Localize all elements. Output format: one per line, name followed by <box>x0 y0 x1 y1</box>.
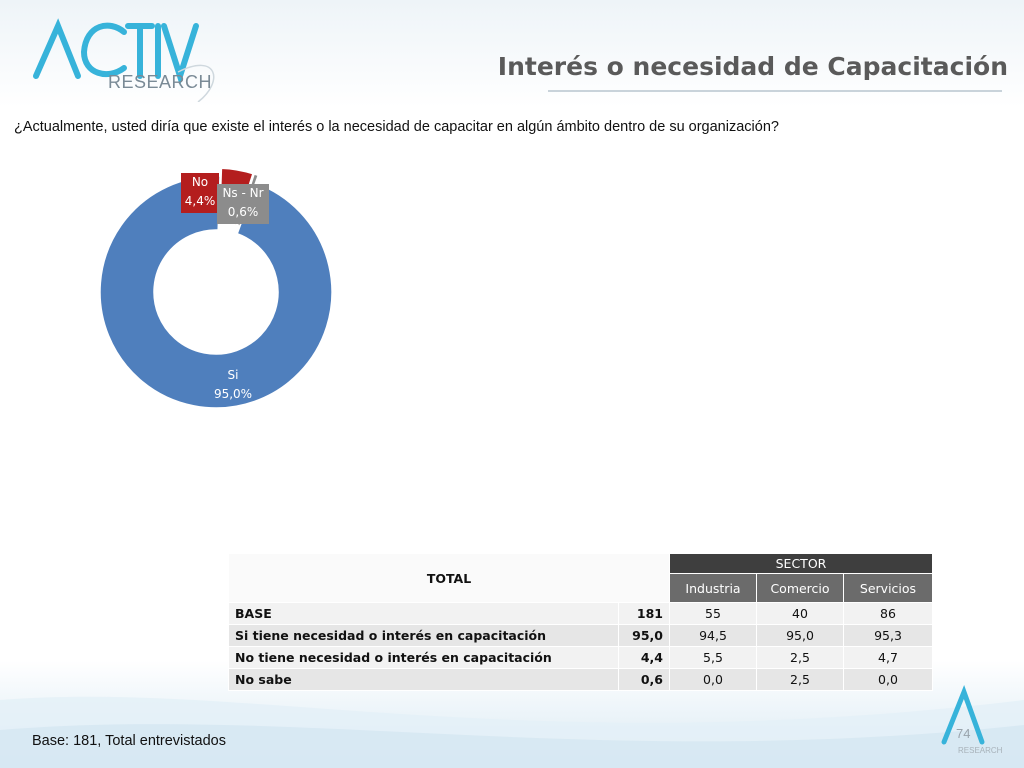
table-row: Si tiene necesidad o interés en capacita… <box>228 624 933 647</box>
cell-comercio: 95,0 <box>756 624 844 647</box>
data-label-ns: Ns - Nr 0,6% <box>217 184 269 224</box>
base-footnote: Base: 181, Total entrevistados <box>32 733 226 749</box>
sector-table: TOTAL SECTOR Industria Comercio Servicio… <box>228 553 933 691</box>
data-label-no-value: 4,4% <box>184 194 216 208</box>
donut-slice-si <box>99 175 333 409</box>
header-sector: SECTOR <box>669 553 933 574</box>
row-label: BASE <box>228 602 619 625</box>
row-label: No sabe <box>228 668 619 691</box>
cell-industria: 94,5 <box>669 624 757 647</box>
cell-comercio: 40 <box>756 602 844 625</box>
table-row: BASE 181 55 40 86 <box>228 602 933 625</box>
footer-logo-icon <box>941 684 985 745</box>
data-label-si-value: 95,0% <box>213 387 253 401</box>
table-row: No tiene necesidad o interés en capacita… <box>228 646 933 669</box>
row-total: 181 <box>618 602 670 625</box>
cell-industria: 5,5 <box>669 646 757 669</box>
page-number: 74 <box>956 726 971 741</box>
row-total: 0,6 <box>618 668 670 691</box>
cell-industria: 55 <box>669 602 757 625</box>
header-industria: Industria <box>669 573 757 603</box>
cell-industria: 0,0 <box>669 668 757 691</box>
survey-question: ¿Actualmente, usted diría que existe el … <box>14 119 779 135</box>
data-label-ns-value: 0,6% <box>227 205 259 219</box>
activa-logo <box>33 18 215 102</box>
footer-logo-text: RESEARCH <box>958 746 1003 755</box>
table-row: No sabe 0,6 0,0 2,5 0,0 <box>228 668 933 691</box>
row-total: 4,4 <box>618 646 670 669</box>
data-label-no: No 4,4% <box>181 173 219 213</box>
cell-servicios: 86 <box>843 602 933 625</box>
data-label-si-name: Si <box>227 368 239 382</box>
cell-comercio: 2,5 <box>756 668 844 691</box>
cell-servicios: 4,7 <box>843 646 933 669</box>
page-title: Interés o necesidad de Capacitación <box>497 52 1008 81</box>
row-label: No tiene necesidad o interés en capacita… <box>228 646 619 669</box>
cell-comercio: 2,5 <box>756 646 844 669</box>
data-label-si: Si 95,0% <box>196 366 270 404</box>
header-total: TOTAL <box>228 553 670 603</box>
cell-servicios: 95,3 <box>843 624 933 647</box>
row-total: 95,0 <box>618 624 670 647</box>
cell-servicios: 0,0 <box>843 668 933 691</box>
logo-research-text: RESEARCH <box>108 72 213 92</box>
header-comercio: Comercio <box>756 573 844 603</box>
row-label: Si tiene necesidad o interés en capacita… <box>228 624 619 647</box>
data-label-ns-name: Ns - Nr <box>222 186 264 200</box>
title-divider <box>548 90 1002 92</box>
header-servicios: Servicios <box>843 573 933 603</box>
data-label-no-name: No <box>191 175 209 189</box>
